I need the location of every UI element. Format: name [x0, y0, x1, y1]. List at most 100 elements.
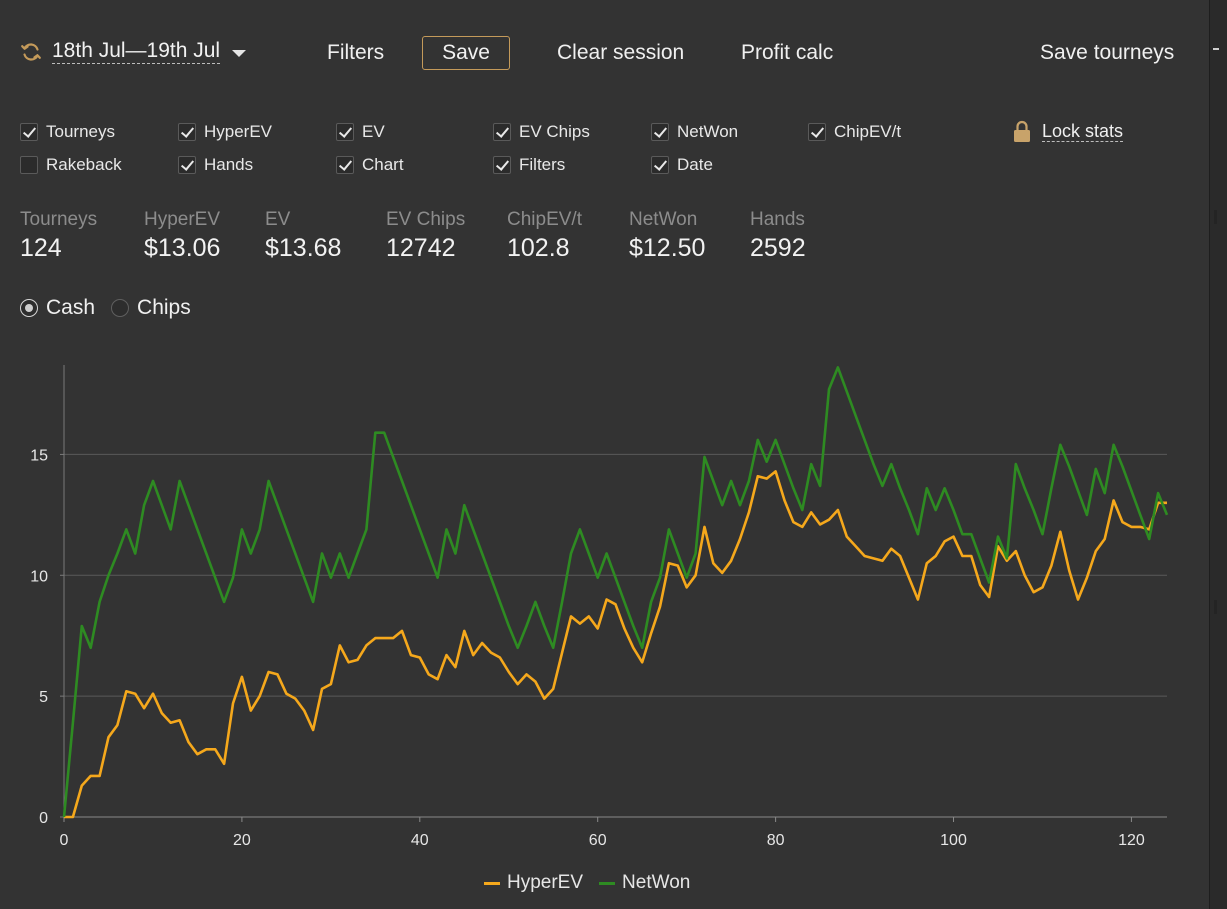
lock-stats-toggle[interactable]: Lock stats [1013, 120, 1124, 142]
checkbox-box[interactable] [336, 123, 354, 141]
checkbox-label: Filters [519, 155, 566, 174]
stat-value: $12.50 [629, 234, 706, 262]
checkbox-chipev-t[interactable]: ChipEV/t [808, 122, 901, 142]
side-panel-edge [1209, 0, 1227, 909]
checkbox-tourneys[interactable]: Tourneys [20, 122, 115, 142]
x-tick-label: 60 [589, 832, 607, 849]
toolbar: 18th Jul—19th Jul Filters Save Clear ses… [0, 30, 1210, 80]
stat-hyperev: HyperEV $13.06 [144, 208, 220, 264]
checkbox-label: Tourneys [46, 122, 115, 141]
radio-label: Cash [46, 296, 96, 319]
legend-item-netwon: NetWon [599, 872, 690, 894]
legend-label: NetWon [622, 872, 691, 893]
checkbox-netwon[interactable]: NetWon [651, 122, 738, 142]
checkbox-box[interactable] [808, 123, 826, 141]
checkbox-label: Chart [362, 155, 404, 174]
chart-series [62, 366, 1169, 819]
radio-chips[interactable]: Chips [111, 296, 191, 320]
stat-hands: Hands 2592 [750, 208, 806, 264]
legend-swatch [484, 881, 500, 885]
date-range-selector[interactable]: 18th Jul—19th Jul [20, 39, 247, 64]
lock-icon [1014, 120, 1030, 142]
stat-value: $13.06 [144, 234, 221, 262]
checkbox-box[interactable] [336, 156, 354, 174]
filters-button[interactable]: Filters [327, 41, 385, 64]
checkbox-box[interactable] [20, 156, 38, 174]
checkbox-box[interactable] [178, 123, 196, 141]
stat-value: 12742 [386, 234, 456, 262]
stat-netwon: NetWon $12.50 [629, 208, 705, 264]
radio-dot[interactable] [20, 299, 38, 317]
checkbox-ev[interactable]: EV [336, 122, 385, 142]
radio-label: Chips [137, 296, 191, 319]
checkbox-rakeback[interactable]: Rakeback [20, 155, 122, 175]
clear-session-button[interactable]: Clear session [557, 41, 685, 64]
legend-swatch [599, 881, 616, 885]
checkbox-date[interactable]: Date [651, 155, 713, 175]
checkbox-box[interactable] [178, 156, 196, 174]
date-range-label[interactable]: 18th Jul—19th Jul [52, 39, 221, 64]
edge-mark [1213, 48, 1219, 50]
checkbox-label: NetWon [677, 122, 739, 141]
checkbox-label: ChipEV/t [834, 122, 902, 141]
stat-name: Tourneys [20, 209, 98, 230]
stat-ev-chips: EV Chips 12742 [386, 208, 465, 264]
checkbox-box[interactable] [493, 123, 511, 141]
series-line-netwon [62, 366, 1169, 818]
column-toggles: Tourneys HyperEV EV EV Chips NetWon Chip… [20, 120, 1160, 192]
stat-value: 2592 [750, 234, 806, 262]
x-tick-label: 40 [411, 832, 429, 849]
legend-label: HyperEV [507, 872, 584, 893]
y-tick-label: 10 [30, 568, 48, 585]
checkbox-label: EV [362, 122, 385, 141]
profit-calc-button[interactable]: Profit calc [741, 41, 834, 64]
checkbox-hyperev[interactable]: HyperEV [178, 122, 272, 142]
stat-name: HyperEV [144, 209, 221, 230]
checkbox-label: Rakeback [46, 155, 122, 174]
y-tick-label: 0 [39, 810, 48, 827]
lock-stats-label[interactable]: Lock stats [1042, 120, 1124, 142]
checkbox-label: Hands [204, 155, 254, 174]
checkbox-filters[interactable]: Filters [493, 155, 565, 175]
chart-axes: 0 5 10 15 0 20 40 60 80 100 120 [30, 365, 1167, 849]
stat-chipev-t: ChipEV/t 102.8 [507, 208, 582, 264]
checkbox-hands[interactable]: Hands [178, 155, 253, 175]
x-tick-label: 120 [1118, 832, 1145, 849]
unit-mode-selector: Cash Chips [20, 296, 207, 320]
refresh-icon[interactable] [20, 41, 42, 63]
checkbox-label: Date [677, 155, 713, 174]
checkbox-label: EV Chips [519, 122, 590, 141]
profit-chart: 0 5 10 15 0 20 40 60 80 100 120 [30, 365, 1169, 849]
checkbox-chart[interactable]: Chart [336, 155, 404, 175]
radio-dot[interactable] [111, 299, 130, 317]
edge-tick [1214, 600, 1217, 614]
checkbox-ev-chips[interactable]: EV Chips [493, 122, 590, 142]
stat-name: EV [265, 209, 291, 230]
y-tick-label: 15 [30, 447, 48, 464]
checkbox-box[interactable] [651, 123, 669, 141]
x-tick-label: 80 [767, 832, 785, 849]
save-button[interactable]: Save [422, 36, 510, 70]
stat-name: EV Chips [386, 209, 466, 230]
stats-summary: Tourneys 124 HyperEV $13.06 EV $13.68 EV… [20, 208, 920, 268]
chevron-down-icon[interactable] [232, 49, 247, 57]
checkbox-box[interactable] [20, 123, 38, 141]
checkbox-box[interactable] [651, 156, 669, 174]
chart-legend: HyperEV NetWon [484, 872, 706, 894]
save-tourneys-button[interactable]: Save tourneys [1040, 41, 1175, 64]
stat-tourneys: Tourneys 124 [20, 208, 97, 264]
legend-item-hyperev: HyperEV [484, 872, 583, 894]
checkbox-box[interactable] [493, 156, 511, 174]
radio-cash[interactable]: Cash [20, 296, 95, 320]
edge-tick [1214, 210, 1217, 224]
stat-value: 124 [20, 234, 62, 262]
stat-name: Hands [750, 209, 805, 230]
x-tick-label: 20 [233, 832, 251, 849]
stat-name: ChipEV/t [507, 209, 582, 230]
x-tick-label: 0 [60, 832, 69, 849]
stat-value: 102.8 [507, 234, 570, 262]
checkbox-label: HyperEV [204, 122, 273, 141]
stat-ev: EV $13.68 [265, 208, 341, 264]
series-line-hyperev [64, 470, 1167, 819]
x-tick-label: 100 [940, 832, 967, 849]
